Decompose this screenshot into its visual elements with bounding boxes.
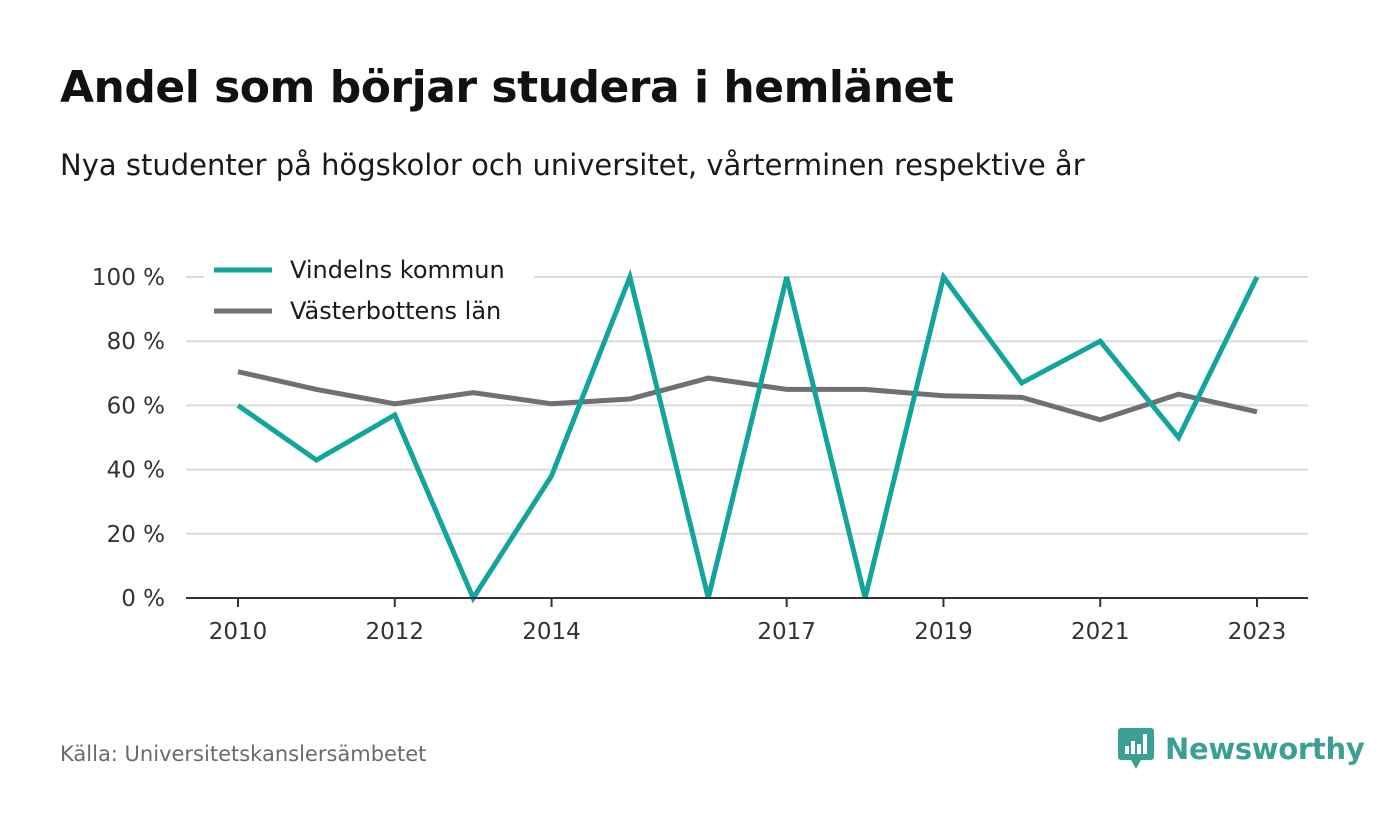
brand-name: Newsworthy <box>1165 732 1365 766</box>
series-line-vindeln <box>236 268 1260 604</box>
y-tick-label: 20 % <box>107 522 165 548</box>
y-tick-label: 40 % <box>107 458 165 484</box>
x-tick-label: 2010 <box>209 619 268 645</box>
y-tick-label: 60 % <box>107 393 165 419</box>
chart-subtitle: Nya studenter på högskolor och universit… <box>60 148 1085 182</box>
x-axis-ticks: 2010 2012 2014 2017 2019 2021 2023 <box>209 598 1287 645</box>
series-lines <box>236 268 1260 604</box>
chart-title: Andel som börjar studera i hemlänet <box>60 62 954 113</box>
legend-label: Västerbottens län <box>290 297 501 325</box>
series-line-vasterbotten <box>237 369 1258 423</box>
x-tick-label: 2017 <box>757 619 816 645</box>
y-tick-label: 80 % <box>107 329 165 355</box>
y-axis-ticks: 0 % 20 % 40 % 60 % 80 % 100 % <box>92 265 165 612</box>
y-tick-label: 100 % <box>92 265 165 291</box>
legend-label: Vindelns kommun <box>290 256 505 284</box>
x-tick-label: 2014 <box>522 619 581 645</box>
newsworthy-logo-icon <box>1118 728 1154 769</box>
x-tick-label: 2021 <box>1071 619 1130 645</box>
x-tick-label: 2023 <box>1228 619 1287 645</box>
source-note: Källa: Universitetskanslersämbetet <box>60 742 427 766</box>
y-tick-label: 0 % <box>121 586 165 612</box>
x-tick-label: 2012 <box>365 619 424 645</box>
legend: Vindelns kommun Västerbottens län <box>204 255 534 328</box>
x-tick-label: 2019 <box>914 619 973 645</box>
newsworthy-logo: Newsworthy <box>1117 727 1365 771</box>
line-chart: 2010 2012 2014 2017 2019 2021 2023 0 % 20 % 40 %… <box>92 255 1308 645</box>
